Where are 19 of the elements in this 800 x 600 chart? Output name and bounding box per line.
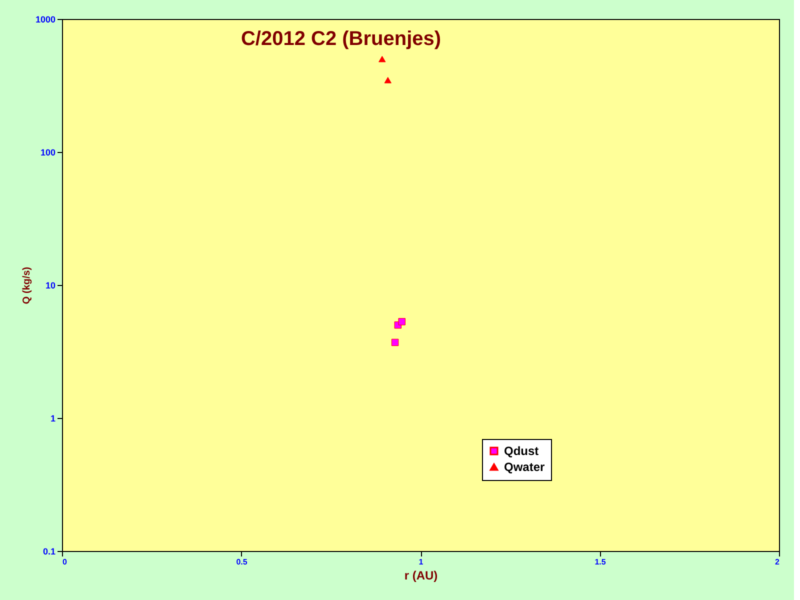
legend-label: Qwater [504, 460, 546, 474]
y-tick-label: 100 [40, 148, 56, 158]
y-axis-title: Q (kg/s) [21, 266, 32, 304]
x-tick-label: 1 [418, 558, 424, 566]
chart-title: C/2012 C2 (Bruenjes) [240, 28, 442, 50]
x-tick-label: 1.5 [594, 558, 606, 566]
x-tick-label: 0.5 [236, 558, 248, 566]
x-axis-title: r (AU) [404, 568, 438, 582]
point [384, 76, 392, 84]
x-tick-label: 2 [775, 558, 780, 566]
y-tick-label: 10 [45, 280, 56, 290]
y-tick-label: 1 [50, 414, 56, 424]
x-tick-label: 0 [62, 558, 68, 566]
y-tick-label: 0.1 [42, 546, 56, 556]
legend-label: Qdust [504, 444, 539, 458]
y-tick-label: 1000 [35, 14, 56, 24]
point [391, 338, 399, 346]
point [398, 318, 406, 326]
point [378, 56, 386, 62]
